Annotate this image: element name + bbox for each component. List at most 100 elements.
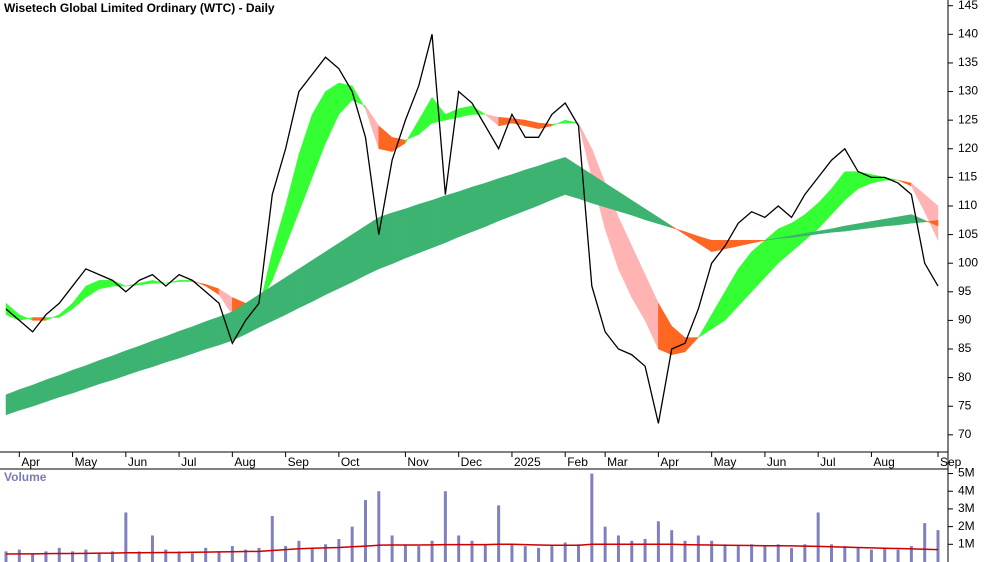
ribbon-segment — [711, 290, 726, 330]
volume-bar — [71, 551, 75, 562]
volume-bar — [497, 505, 501, 562]
volume-bar — [4, 551, 8, 562]
y-tick-label: 135 — [958, 55, 978, 69]
x-tick-label: May — [75, 455, 98, 469]
ribbon-segment — [178, 326, 193, 359]
volume-bar — [97, 553, 101, 562]
ribbon-segment — [698, 313, 712, 338]
volume-bar — [337, 539, 341, 562]
ribbon-segment — [351, 225, 366, 283]
ribbon-segment — [45, 314, 60, 321]
volume-bar — [204, 547, 208, 562]
volume-bar — [284, 546, 288, 562]
volume-bar — [377, 491, 381, 562]
volume-bar — [430, 540, 434, 562]
ribbon-segment — [72, 285, 87, 310]
volume-bar — [31, 553, 35, 562]
ribbon-segment — [631, 245, 646, 322]
volume-bar — [230, 546, 234, 562]
y-tick-label: 120 — [958, 141, 978, 155]
ribbon-segment — [684, 337, 699, 353]
ribbon-segment — [498, 174, 513, 222]
ribbon-segment — [844, 223, 859, 232]
ribbon-segment — [831, 170, 846, 216]
x-tick-label: Dec — [461, 455, 482, 469]
volume-bar — [643, 539, 647, 562]
ribbon-segment — [751, 240, 765, 244]
ribbon-segment — [671, 325, 686, 356]
ribbon-segment — [658, 216, 672, 229]
volume-bar — [137, 551, 141, 562]
ribbon-segment — [684, 231, 699, 244]
y-tick-label: 90 — [958, 313, 972, 327]
x-tick-label: Apr — [660, 455, 679, 469]
volume-bar — [590, 473, 594, 562]
volume-bar — [190, 553, 194, 562]
x-tick-label: Nov — [407, 455, 428, 469]
volume-bar — [790, 547, 794, 562]
ribbon-segment — [285, 154, 300, 247]
y-tick-label: 75 — [958, 398, 972, 412]
y-tick-label: 130 — [958, 84, 978, 98]
volume-bar — [763, 546, 767, 562]
y-tick-label: 145 — [958, 0, 978, 12]
ribbon-segment — [85, 360, 100, 389]
volume-bar — [537, 547, 541, 562]
volume-bar — [803, 544, 807, 562]
ribbon-segment — [485, 114, 499, 127]
volume-bar — [883, 547, 887, 562]
ribbon-segment — [192, 279, 206, 287]
ribbon-segment — [511, 169, 526, 217]
ribbon-segment — [285, 268, 300, 316]
ribbon-segment — [138, 340, 153, 372]
volume-bar — [670, 530, 674, 562]
ribbon-segment — [791, 214, 806, 253]
volume-bar — [563, 542, 567, 562]
ribbon-segment — [405, 119, 419, 144]
ribbon-segment — [112, 350, 127, 381]
y-tick-label: 105 — [958, 227, 978, 241]
ribbon-segment — [631, 199, 646, 221]
ribbon-segment — [365, 105, 380, 149]
ribbon-segment — [844, 171, 859, 201]
ribbon-segment — [59, 369, 73, 398]
ribbon-segment — [644, 208, 659, 225]
ribbon-segment — [738, 251, 752, 307]
volume-bar — [577, 544, 581, 562]
ribbon-segment — [871, 218, 885, 229]
x-tick-label: Oct — [341, 455, 360, 469]
ribbon-segment — [897, 214, 912, 226]
volume-bar — [217, 551, 221, 562]
y-tick-label: 115 — [958, 170, 977, 184]
x-tick-label: Apr — [21, 455, 40, 469]
volume-bar — [656, 521, 660, 562]
ribbon-segment — [525, 165, 539, 211]
volume-bar — [257, 547, 261, 562]
ribbon-segment — [551, 157, 566, 201]
y-tick-label: 100 — [958, 255, 978, 269]
ribbon-segment — [724, 267, 739, 322]
volume-bar — [696, 535, 700, 562]
ribbon-segment — [764, 228, 779, 279]
volume-bar — [923, 523, 927, 562]
volume-bar — [403, 544, 407, 562]
y-tick-label: 110 — [958, 198, 977, 212]
y-tick-label: 125 — [958, 112, 978, 126]
volume-bar — [816, 512, 820, 562]
ribbon-segment — [671, 225, 686, 236]
volume-bar — [164, 549, 168, 562]
ribbon-segment — [618, 217, 633, 298]
ribbon-segment — [165, 330, 180, 363]
volume-bar — [177, 551, 181, 562]
ribbon-segment — [378, 125, 393, 152]
ribbon-segment — [471, 182, 486, 233]
x-tick-label: Sep — [288, 455, 310, 469]
x-tick-label: Jun — [767, 455, 786, 469]
volume-bar — [350, 526, 354, 562]
volume-bar — [776, 544, 780, 562]
ribbon-segment — [365, 216, 380, 276]
y-tick-label: 1M — [958, 536, 975, 550]
ribbon-segment — [152, 336, 167, 368]
ribbon-segment — [98, 280, 113, 290]
ribbon-segment — [831, 225, 846, 233]
